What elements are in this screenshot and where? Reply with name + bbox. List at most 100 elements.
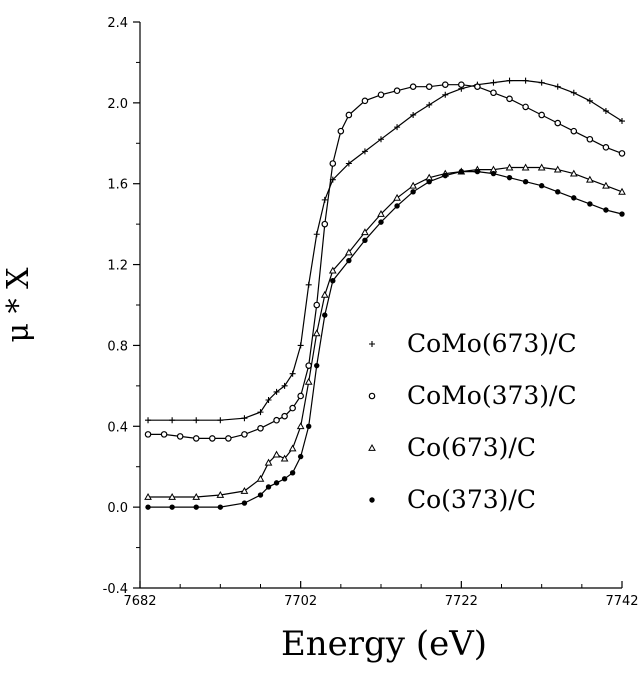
data-point-plus (305, 281, 312, 288)
data-point-dot (145, 504, 151, 510)
y-tick-label: 1.2 (107, 259, 128, 274)
data-point-plus (490, 79, 497, 86)
data-point-plus (394, 124, 401, 131)
data-point-triangle (168, 493, 176, 500)
data-point-circle (618, 150, 626, 157)
data-point-circle (368, 392, 376, 400)
data-point-plus (345, 160, 352, 167)
data-point-plus (369, 341, 375, 347)
data-point-plus (442, 91, 449, 98)
series-dot (145, 168, 625, 510)
y-tick-label: 2.0 (107, 97, 128, 112)
data-point-plus (506, 77, 513, 84)
data-point-circle (144, 431, 152, 438)
data-point-triangle (264, 458, 273, 466)
data-point-triangle (144, 493, 152, 500)
data-point-circle (337, 127, 345, 135)
data-point-circle (490, 89, 497, 97)
data-point-triangle (328, 266, 337, 274)
data-point-dot (369, 497, 375, 503)
data-point-plus (273, 388, 280, 395)
y-axis-title: μ * X (1, 267, 36, 343)
data-point-circle (554, 119, 562, 127)
data-point-dot (394, 203, 400, 209)
data-point-circle (602, 144, 610, 151)
data-point-circle (345, 111, 353, 119)
data-point-circle (225, 435, 232, 442)
data-point-plus (281, 382, 288, 389)
data-point-triangle (304, 377, 313, 385)
legend-item: Co(673)/C (368, 433, 536, 462)
series-line (148, 80, 623, 421)
y-tick-label: -0.4 (103, 582, 128, 597)
data-point-dot (442, 172, 448, 179)
data-point-plus (538, 79, 545, 86)
data-point-triangle (256, 474, 265, 482)
data-point-circle (361, 97, 369, 105)
data-point-triangle (288, 444, 297, 452)
data-point-dot (603, 207, 609, 213)
x-ticks: 7682 7702 7722 7742 (123, 581, 639, 609)
data-point-dot (474, 168, 481, 175)
data-point-circle (538, 111, 545, 119)
data-point-plus (241, 415, 248, 422)
legend-item: CoMo(673)/C (369, 329, 577, 358)
data-point-plus (297, 342, 304, 349)
data-point-plus (193, 417, 200, 424)
x-tick-label: 7682 (123, 594, 156, 609)
data-point-circle (297, 392, 304, 400)
data-point-circle (586, 135, 594, 143)
data-point-circle (273, 416, 280, 424)
data-point-plus (313, 231, 320, 238)
data-point-circle (209, 435, 216, 442)
data-point-plus (522, 77, 529, 84)
legend-label: CoMo(673)/C (407, 329, 577, 358)
data-point-dot (362, 237, 368, 244)
data-point-dot (314, 362, 320, 369)
y-tick-label: 1.6 (107, 178, 128, 193)
data-point-triangle (240, 486, 249, 494)
data-point-dot (619, 211, 625, 217)
x-tick-label: 7722 (445, 594, 478, 609)
data-point-dot (378, 219, 384, 225)
data-point-triangle (602, 181, 610, 189)
data-point-circle (458, 81, 465, 88)
data-point-triangle (280, 454, 289, 462)
data-point-plus (586, 97, 593, 104)
data-point-circle (393, 87, 401, 95)
data-point-triangle (345, 248, 353, 256)
legend-label: Co(373)/C (407, 485, 536, 514)
data-point-circle (176, 433, 184, 440)
data-point-triangle (377, 210, 385, 217)
data-point-triangle (586, 175, 594, 183)
data-point-dot (217, 504, 224, 510)
data-point-dot (458, 168, 465, 175)
data-point-triangle (393, 193, 401, 201)
data-point-dot (555, 189, 561, 195)
axes (139, 22, 622, 589)
data-point-circle (441, 81, 449, 88)
x-tick-label: 7702 (284, 594, 317, 609)
data-point-dot (257, 492, 264, 498)
data-point-plus (217, 417, 224, 424)
series-plus (145, 77, 625, 424)
data-point-circle (329, 160, 337, 167)
data-point-plus (289, 370, 296, 377)
data-point-dot (538, 183, 545, 189)
data-point-plus (321, 196, 328, 203)
data-point-dot (273, 480, 280, 486)
legend-item: Co(373)/C (369, 485, 536, 514)
data-point-dot (587, 201, 593, 207)
data-point-circle (241, 431, 248, 438)
data-point-triangle (192, 493, 201, 500)
x-axis-title: Energy (eV) (281, 624, 487, 664)
y-tick-label: 0.8 (107, 339, 128, 354)
data-point-dot (265, 484, 272, 490)
data-point-dot (490, 170, 497, 177)
data-point-plus (378, 136, 384, 143)
data-point-triangle (296, 422, 305, 430)
data-point-plus (570, 89, 577, 96)
data-point-plus (145, 417, 152, 424)
x-tick-label: 7742 (605, 594, 638, 609)
data-point-triangle (553, 165, 562, 173)
